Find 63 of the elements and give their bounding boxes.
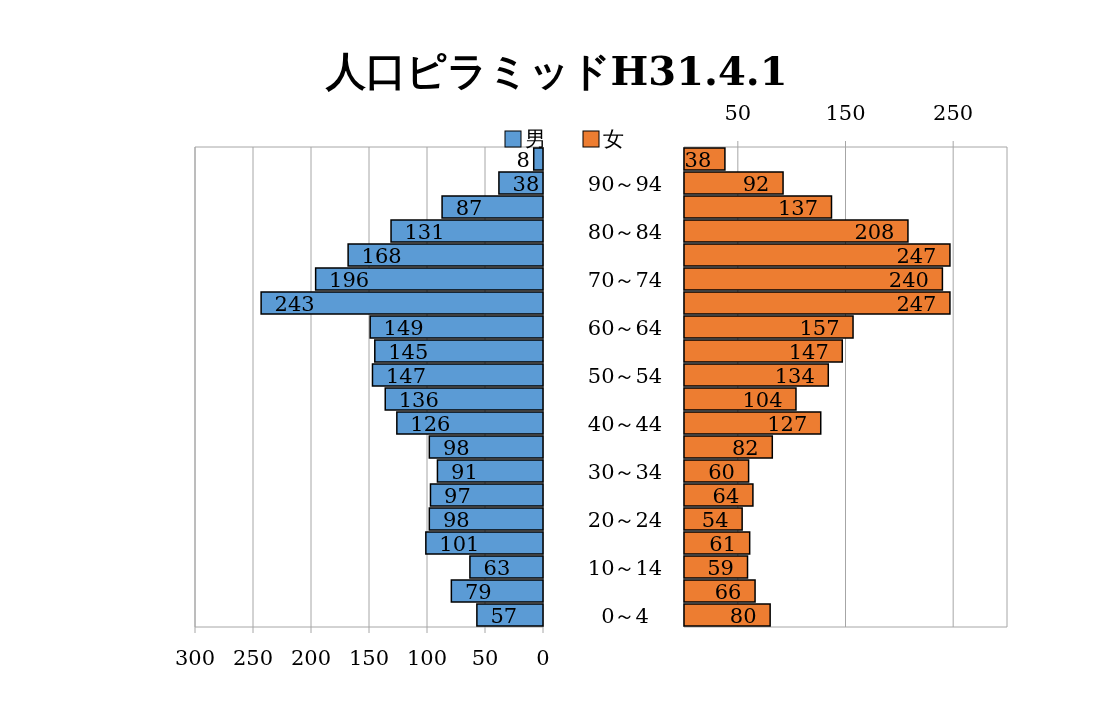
- data-label: 38: [684, 148, 712, 172]
- data-label: 59: [707, 556, 734, 580]
- x-tick-label: 250: [933, 101, 974, 125]
- y-tick-label: 20～24: [587, 508, 663, 532]
- data-label: 98: [442, 436, 470, 460]
- data-label: 66: [714, 580, 742, 604]
- data-label: 60: [708, 460, 735, 484]
- data-label: 63: [483, 556, 511, 580]
- y-tick-label: 40～44: [587, 412, 663, 436]
- x-tick-label: 50: [471, 646, 499, 670]
- y-tick-label: 90～94: [587, 172, 663, 196]
- data-label: 79: [464, 580, 492, 604]
- y-tick-label: 0～4: [601, 604, 649, 628]
- data-label: 8: [516, 148, 530, 172]
- data-label: 104: [742, 388, 783, 412]
- data-label: 247: [896, 292, 937, 316]
- data-label: 80: [729, 604, 757, 628]
- data-label: 91: [451, 460, 478, 484]
- data-label: 64: [712, 484, 740, 508]
- data-label: 57: [490, 604, 518, 628]
- data-label: 247: [896, 244, 937, 268]
- data-label: 145: [388, 340, 429, 364]
- x-tick-label: 50: [724, 101, 752, 125]
- legend-label: 女: [603, 127, 624, 151]
- y-tick-label: 10～14: [587, 556, 663, 580]
- data-label: 126: [410, 412, 451, 436]
- data-label: 134: [774, 364, 815, 388]
- x-tick-label: 150: [348, 646, 390, 670]
- x-tick-label: 100: [406, 646, 448, 670]
- data-label: 240: [888, 268, 929, 292]
- data-label: 137: [777, 196, 819, 220]
- x-tick-label: 0: [536, 646, 550, 670]
- data-label: 147: [788, 340, 829, 364]
- x-tick-label: 250: [232, 646, 274, 670]
- data-label: 147: [385, 364, 427, 388]
- y-tick-label: 30～34: [587, 460, 663, 484]
- data-label: 92: [742, 172, 770, 196]
- data-label: 149: [383, 316, 424, 340]
- data-label: 136: [398, 388, 439, 412]
- data-label: 208: [854, 220, 895, 244]
- data-label: 168: [361, 244, 402, 268]
- data-label: 157: [799, 316, 840, 340]
- x-tick-label: 200: [290, 646, 332, 670]
- y-tick-label: 50～54: [587, 364, 663, 388]
- data-label: 87: [455, 196, 483, 220]
- y-tick-label: 70～74: [587, 268, 663, 292]
- data-label: 61: [709, 532, 737, 556]
- data-label: 98: [442, 508, 470, 532]
- data-label: 131: [404, 220, 445, 244]
- x-tick-label: 300: [174, 646, 216, 670]
- x-tick-label: 150: [825, 101, 866, 125]
- data-label: 97: [444, 484, 471, 508]
- data-label: 101: [439, 532, 480, 556]
- y-tick-label: 80～84: [587, 220, 663, 244]
- legend-label: 男: [525, 127, 546, 151]
- data-label: 127: [767, 412, 808, 436]
- data-label: 38: [512, 172, 540, 196]
- data-label: 82: [731, 436, 759, 460]
- data-label: 243: [274, 292, 315, 316]
- y-tick-label: 60～64: [587, 316, 663, 340]
- data-label: 196: [329, 268, 370, 292]
- data-label: 54: [701, 508, 729, 532]
- chart-title: 人口ピラミッドH31.4.1: [324, 47, 788, 94]
